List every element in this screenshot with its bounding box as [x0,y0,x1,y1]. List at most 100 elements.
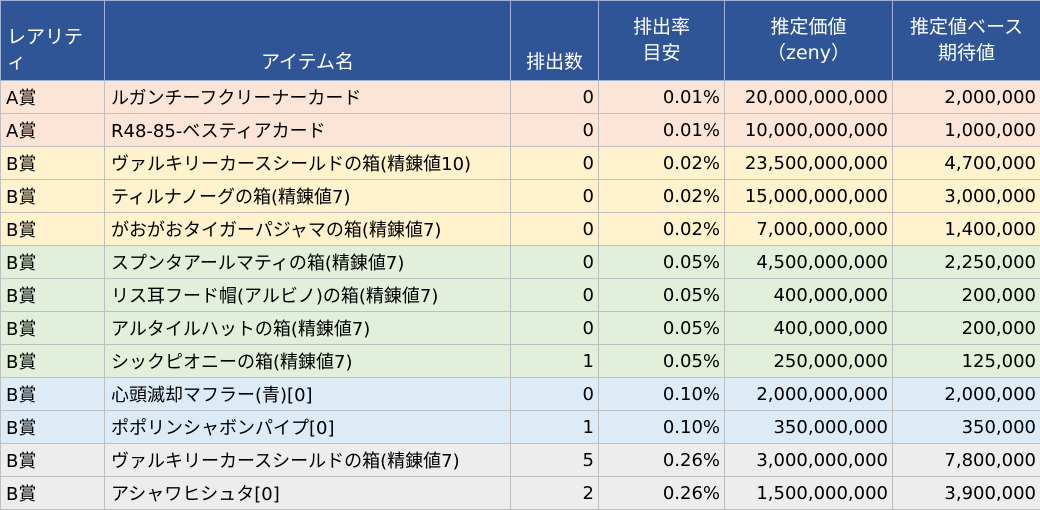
expected-cell[interactable]: 200,000 [892,311,1040,345]
item-name-cell[interactable]: アシャワヒシュタ[0] [104,476,511,510]
rarity-cell[interactable]: B賞 [0,212,105,246]
expected-cell[interactable]: 350,000 [892,410,1040,444]
item-name-cell[interactable]: リス耳フード帽(アルビノ)の箱(精錬値7) [104,278,511,312]
rate-cell[interactable]: 0.02% [598,212,725,246]
rate-cell[interactable]: 0.26% [598,443,725,477]
count-cell[interactable]: 0 [510,311,599,345]
table-row[interactable]: A賞 R48-85-ベスティアカード 0 0.01% 10,000,000,000 1,0… [0,113,1040,147]
expected-cell[interactable]: 2,000,000 [892,80,1040,114]
header-expected[interactable]: 推定値ベース 期待値 [892,0,1040,81]
price-cell[interactable]: 1,500,000,000 [724,476,893,510]
item-name-cell[interactable]: 心頭滅却マフラー(青)[0] [104,377,511,411]
rarity-cell[interactable]: B賞 [0,245,105,279]
header-rarity[interactable]: レアリティ [0,0,105,81]
expected-cell[interactable]: 125,000 [892,344,1040,378]
count-cell[interactable]: 0 [510,146,599,180]
rarity-cell[interactable]: A賞 [0,113,105,147]
rate-cell[interactable]: 0.10% [598,377,725,411]
rarity-cell[interactable]: B賞 [0,344,105,378]
price-cell[interactable]: 350,000,000 [724,410,893,444]
rate-cell[interactable]: 0.01% [598,80,725,114]
count-cell[interactable]: 0 [510,113,599,147]
count-cell[interactable]: 1 [510,410,599,444]
table-row[interactable]: B賞 心頭滅却マフラー(青)[0] 0 0.10% 2,000,000,000 2,000… [0,377,1040,411]
item-name-cell[interactable]: R48-85-ベスティアカード [104,113,511,147]
table-row[interactable]: B賞 アルタイルハットの箱(精錬値7) 0 0.05% 400,000,000 200,0… [0,311,1040,345]
count-cell[interactable]: 0 [510,179,599,213]
expected-cell[interactable]: 7,800,000 [892,443,1040,477]
table-row[interactable]: B賞 シックピオニーの箱(精錬値7) 1 0.05% 250,000,000 125,00… [0,344,1040,378]
rarity-cell[interactable]: A賞 [0,80,105,114]
item-name-cell[interactable]: アルタイルハットの箱(精錬値7) [104,311,511,345]
rarity-cell[interactable]: B賞 [0,311,105,345]
rate-cell[interactable]: 0.05% [598,245,725,279]
rarity-cell[interactable]: B賞 [0,443,105,477]
expected-cell[interactable]: 2,000,000 [892,377,1040,411]
price-cell[interactable]: 400,000,000 [724,278,893,312]
price-cell[interactable]: 23,500,000,000 [724,146,893,180]
table-row[interactable]: B賞 ヴァルキリーカースシールドの箱(精錬値10) 0 0.02% 23,500,000… [0,146,1040,180]
item-name-cell[interactable]: ヴァルキリーカースシールドの箱(精錬値7) [104,443,511,477]
price-cell[interactable]: 250,000,000 [724,344,893,378]
expected-cell[interactable]: 3,900,000 [892,476,1040,510]
expected-cell[interactable]: 4,700,000 [892,146,1040,180]
count-cell[interactable]: 1 [510,344,599,378]
item-name-cell[interactable]: スプンタアールマティの箱(精錬値7) [104,245,511,279]
rate-cell[interactable]: 0.10% [598,410,725,444]
price-cell[interactable]: 2,000,000,000 [724,377,893,411]
price-cell[interactable]: 4,500,000,000 [724,245,893,279]
header-price[interactable]: 推定価値 （zeny） [724,0,893,81]
table-body: A賞 ルガンチーフクリーナーカード 0 0.01% 20,000,000,000 2,00… [0,80,1040,510]
item-name-cell[interactable]: ティルナノーグの箱(精錬値7) [104,179,511,213]
count-cell[interactable]: 0 [510,278,599,312]
rarity-cell[interactable]: B賞 [0,377,105,411]
count-cell[interactable]: 0 [510,212,599,246]
rarity-cell[interactable]: B賞 [0,146,105,180]
item-name-cell[interactable]: ヴァルキリーカースシールドの箱(精錬値10) [104,146,511,180]
price-cell[interactable]: 400,000,000 [724,311,893,345]
table-row[interactable]: B賞 スプンタアールマティの箱(精錬値7) 0 0.05% 4,500,000,000 2… [0,245,1040,279]
table-row[interactable]: B賞 ティルナノーグの箱(精錬値7) 0 0.02% 15,000,000,000 3,0… [0,179,1040,213]
item-name-cell[interactable]: ポポリンシャボンパイプ[0] [104,410,511,444]
expected-cell[interactable]: 3,000,000 [892,179,1040,213]
rarity-cell[interactable]: B賞 [0,476,105,510]
count-cell[interactable]: 0 [510,80,599,114]
rarity-cell[interactable]: B賞 [0,410,105,444]
rate-cell[interactable]: 0.05% [598,344,725,378]
header-count[interactable]: 排出数 [510,0,599,81]
table-row[interactable]: B賞 ポポリンシャボンパイプ[0] 1 0.10% 350,000,000 350,000 [0,410,1040,444]
price-cell[interactable]: 7,000,000,000 [724,212,893,246]
price-cell[interactable]: 15,000,000,000 [724,179,893,213]
count-cell[interactable]: 2 [510,476,599,510]
count-cell[interactable]: 0 [510,245,599,279]
rate-cell[interactable]: 0.26% [598,476,725,510]
expected-cell[interactable]: 1,400,000 [892,212,1040,246]
table-row[interactable]: A賞 ルガンチーフクリーナーカード 0 0.01% 20,000,000,000 2,00… [0,80,1040,114]
expected-cell[interactable]: 200,000 [892,278,1040,312]
expected-cell[interactable]: 2,250,000 [892,245,1040,279]
rate-cell[interactable]: 0.02% [598,179,725,213]
item-name-cell[interactable]: ルガンチーフクリーナーカード [104,80,511,114]
rarity-cell[interactable]: B賞 [0,179,105,213]
price-cell[interactable]: 20,000,000,000 [724,80,893,114]
item-name-cell[interactable]: がおがおタイガーパジャマの箱(精錬値7) [104,212,511,246]
header-item-name[interactable]: アイテム名 [104,0,511,81]
rate-cell[interactable]: 0.05% [598,311,725,345]
count-cell[interactable]: 5 [510,443,599,477]
expected-cell[interactable]: 1,000,000 [892,113,1040,147]
rate-cell[interactable]: 0.02% [598,146,725,180]
table-header: レアリティ アイテム名 排出数 排出率 目安 推定価値 （zeny） 推定値ベー… [0,0,1040,81]
item-name-cell[interactable]: シックピオニーの箱(精錬値7) [104,344,511,378]
count-cell[interactable]: 0 [510,377,599,411]
rate-cell[interactable]: 0.05% [598,278,725,312]
table-row[interactable]: B賞 ヴァルキリーカースシールドの箱(精錬値7) 5 0.26% 3,000,000,0… [0,443,1040,477]
table-row[interactable]: B賞 アシャワヒシュタ[0] 2 0.26% 1,500,000,000 3,900,00… [0,476,1040,510]
rarity-cell[interactable]: B賞 [0,278,105,312]
price-cell[interactable]: 10,000,000,000 [724,113,893,147]
rate-cell[interactable]: 0.01% [598,113,725,147]
table-row[interactable]: B賞 リス耳フード帽(アルビノ)の箱(精錬値7) 0 0.05% 400,000,000… [0,278,1040,312]
table-row[interactable]: B賞 がおがおタイガーパジャマの箱(精錬値7) 0 0.02% 7,000,000,00… [0,212,1040,246]
header-rate[interactable]: 排出率 目安 [598,0,725,81]
price-cell[interactable]: 3,000,000,000 [724,443,893,477]
